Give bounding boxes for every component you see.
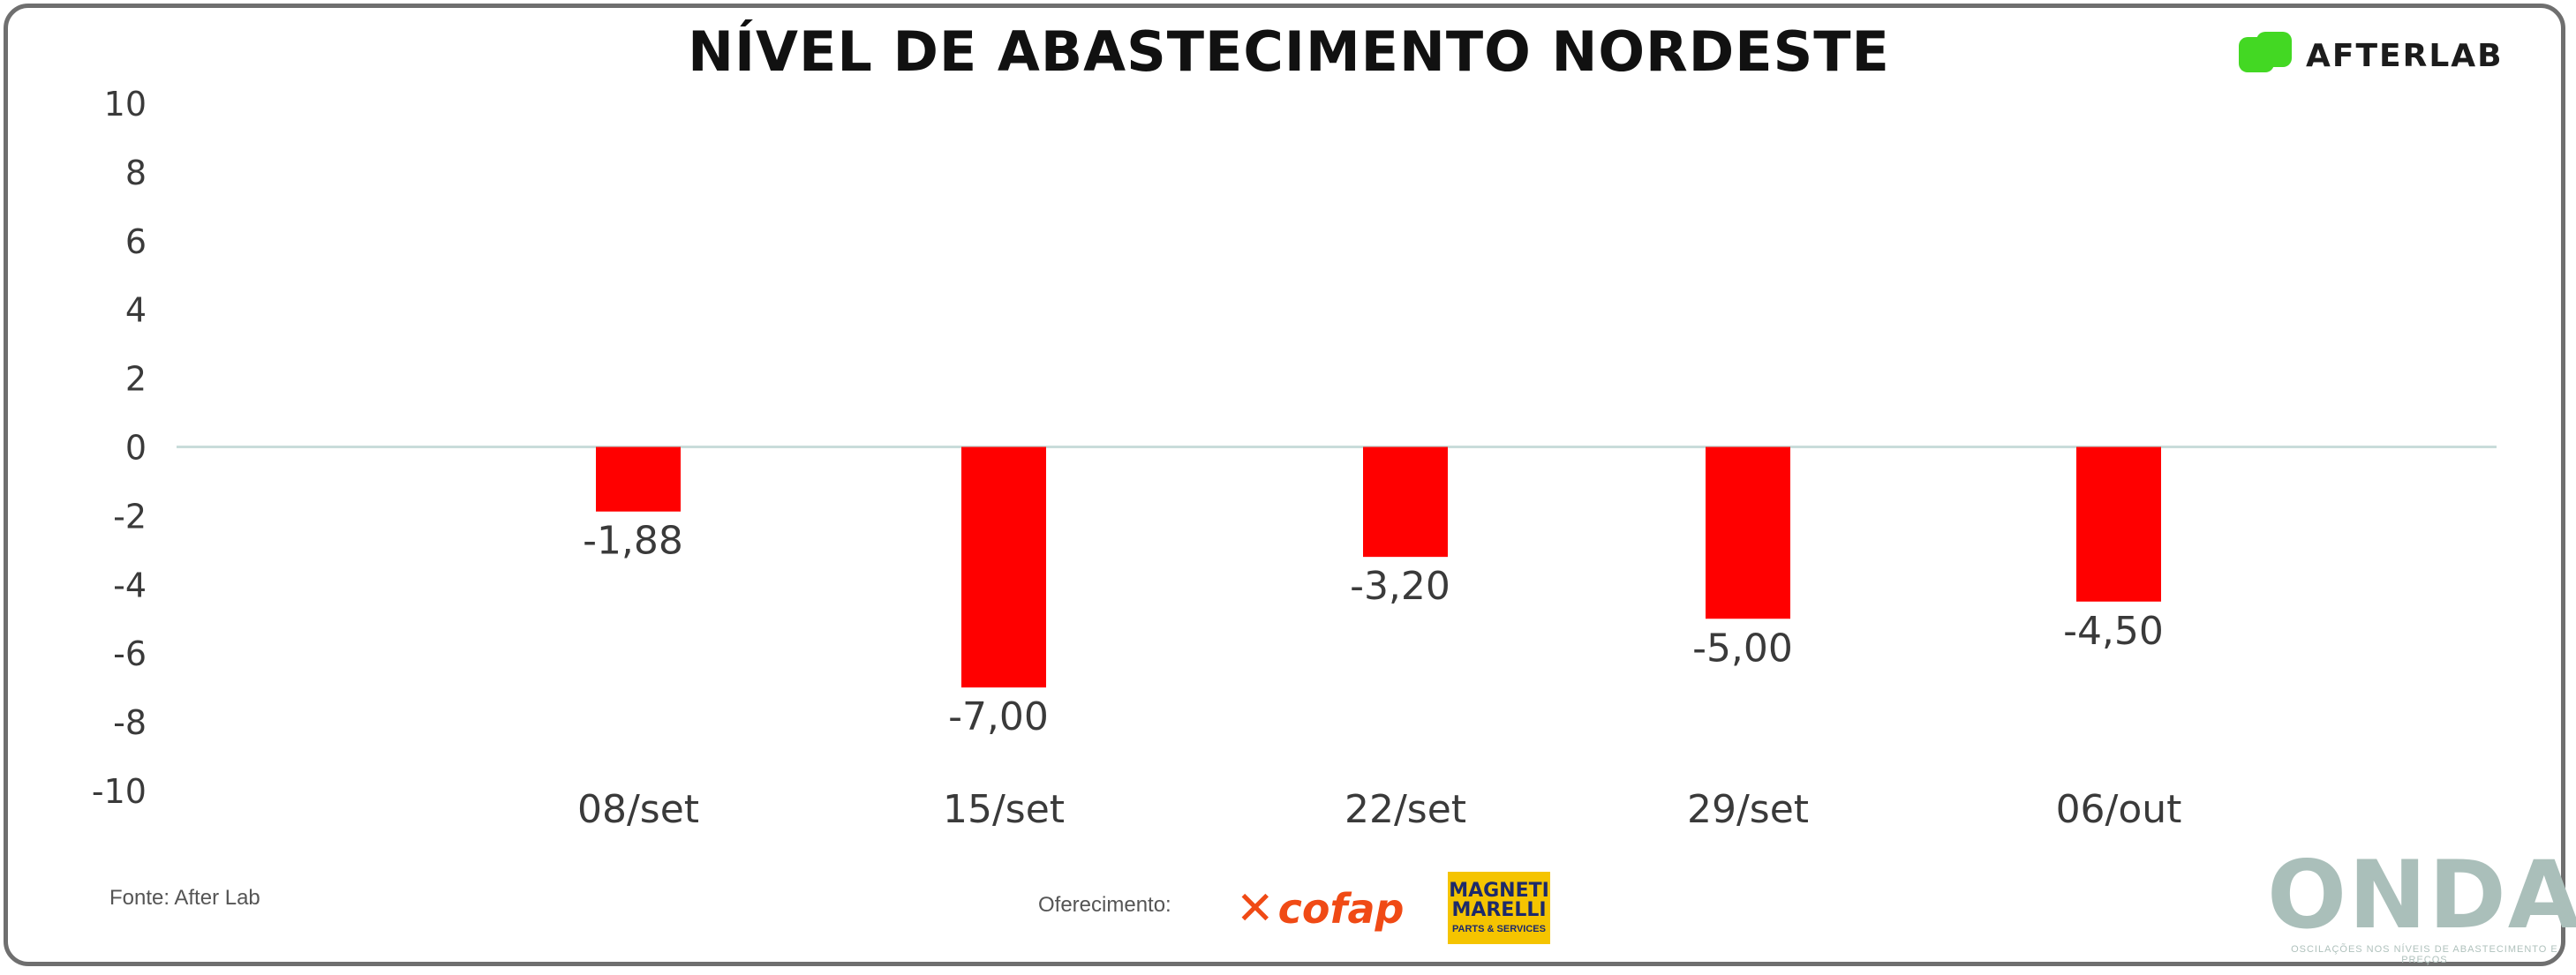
data-label: -7,00 [948, 694, 1049, 739]
afterlab-logo: AFTERLAB [2239, 32, 2504, 79]
y-tick-label: 8 [125, 154, 147, 192]
y-tick-label: 6 [125, 222, 147, 261]
onda-logo-text: ONDA [2267, 841, 2576, 949]
y-tick-label: 10 [104, 85, 147, 124]
magneti-line2: MARELLI [1451, 899, 1547, 921]
y-tick-label: -2 [113, 497, 147, 536]
y-tick-label: 4 [125, 291, 147, 330]
cofap-x-icon: ✕ [1236, 882, 1275, 935]
y-tick-label: -4 [113, 566, 147, 604]
cofap-logo-text: cofap [1277, 885, 1405, 933]
x-tick-label: 22/set [1344, 787, 1466, 832]
x-axis: 08/set 15/set 22/set 29/set 06/out [577, 787, 2181, 832]
bar [1363, 446, 1448, 558]
bar [2076, 446, 2161, 602]
bar [1706, 446, 1790, 619]
cofap-logo: ✕ cofap [1236, 882, 1404, 935]
bar [961, 446, 1046, 688]
x-tick-label: 15/set [943, 787, 1065, 832]
sponsor-label: Oferecimento: [1038, 893, 1171, 917]
x-tick-label: 29/set [1687, 787, 1809, 832]
data-labels: -1,88 -7,00 -3,20 -5,00 -4,50 [583, 519, 2164, 739]
magneti-tag: PARTS & SERVICES [1452, 924, 1546, 934]
magneti-marelli-logo: MAGNETI MARELLI PARTS & SERVICES [1448, 872, 1550, 944]
y-axis: 10 8 6 4 2 0 -2 -4 -6 -8 -10 [92, 85, 147, 811]
magneti-line1: MAGNETI [1449, 880, 1549, 902]
y-tick-label: -8 [113, 703, 147, 742]
data-label: -4,50 [2063, 609, 2164, 654]
data-label: -3,20 [1350, 564, 1450, 609]
chart-title: NÍVEL DE ABASTECIMENTO NORDESTE [688, 19, 1890, 84]
data-label: -1,88 [583, 519, 683, 564]
onda-tagline: OSCILAÇÕES NOS NÍVEIS DE ABASTECIMENTO E… [2291, 944, 2558, 965]
x-tick-label: 06/out [2056, 787, 2182, 832]
source-note: Fonte: After Lab [109, 886, 260, 910]
y-tick-label: -6 [113, 634, 147, 673]
afterlab-logo-text: AFTERLAB [2306, 37, 2504, 74]
bar-series [596, 446, 2161, 688]
afterlab-logo-icon [2239, 32, 2294, 79]
onda-logo: ONDA OSCILAÇÕES NOS NÍVEIS DE ABASTECIME… [2267, 841, 2576, 966]
data-label: -5,00 [1692, 626, 1793, 671]
bar [596, 446, 681, 512]
y-tick-label: 2 [125, 360, 147, 399]
y-tick-label: 0 [125, 429, 147, 468]
y-tick-label: -10 [92, 772, 147, 811]
x-tick-label: 08/set [577, 787, 699, 832]
